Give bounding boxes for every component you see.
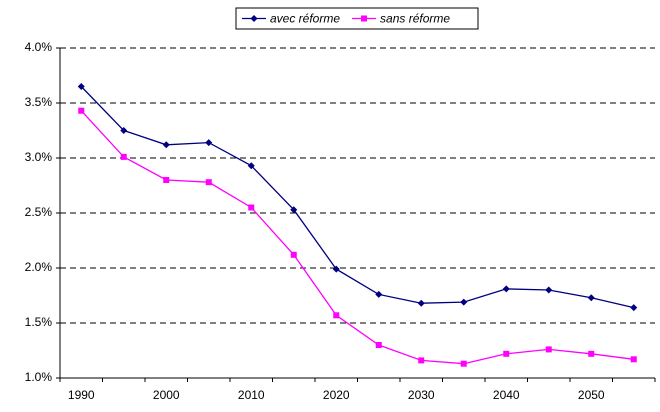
point — [205, 179, 212, 186]
x-tick-label: 2030 — [408, 388, 435, 402]
y-tick-label: 1.0% — [25, 370, 53, 384]
x-tick-label: 2020 — [323, 388, 350, 402]
point — [163, 177, 170, 183]
point — [78, 107, 85, 114]
point — [332, 265, 340, 273]
point — [333, 312, 340, 319]
y-tick-label: 1.5% — [25, 315, 53, 329]
point — [588, 350, 595, 357]
point — [205, 139, 213, 147]
point — [120, 127, 128, 134]
point — [290, 251, 297, 258]
point — [162, 141, 170, 149]
x-tick-label: 2040 — [493, 388, 520, 402]
point — [545, 286, 553, 294]
point — [120, 153, 127, 160]
y-tick-label: 3.5% — [25, 95, 53, 109]
y-tick-label: 2.5% — [25, 205, 53, 219]
point — [247, 162, 255, 170]
point — [375, 342, 382, 348]
x-tick-label: 2050 — [578, 388, 605, 402]
point — [460, 298, 468, 306]
point — [630, 304, 638, 312]
point — [460, 360, 467, 367]
legend-label: sans réforme — [380, 12, 450, 26]
point — [503, 350, 510, 357]
point — [502, 285, 510, 293]
x-tick-label: 2010 — [238, 388, 265, 402]
y-tick-label: 2.0% — [25, 260, 53, 274]
series-line — [80, 110, 634, 365]
point — [630, 356, 637, 363]
point — [248, 204, 255, 211]
y-tick-label: 4.0% — [25, 40, 53, 54]
legend-label: avec réforme — [270, 12, 340, 26]
y-tick-label: 3.0% — [25, 150, 53, 164]
point — [361, 15, 368, 22]
point — [418, 357, 425, 364]
point — [587, 294, 595, 302]
point — [545, 346, 552, 353]
x-tick-label: 2000 — [153, 388, 180, 402]
x-tick-label: 1990 — [68, 388, 95, 402]
point — [375, 290, 383, 298]
point — [250, 15, 258, 22]
point — [77, 83, 85, 90]
point — [290, 206, 298, 214]
series-line — [80, 86, 634, 309]
point — [417, 299, 425, 307]
